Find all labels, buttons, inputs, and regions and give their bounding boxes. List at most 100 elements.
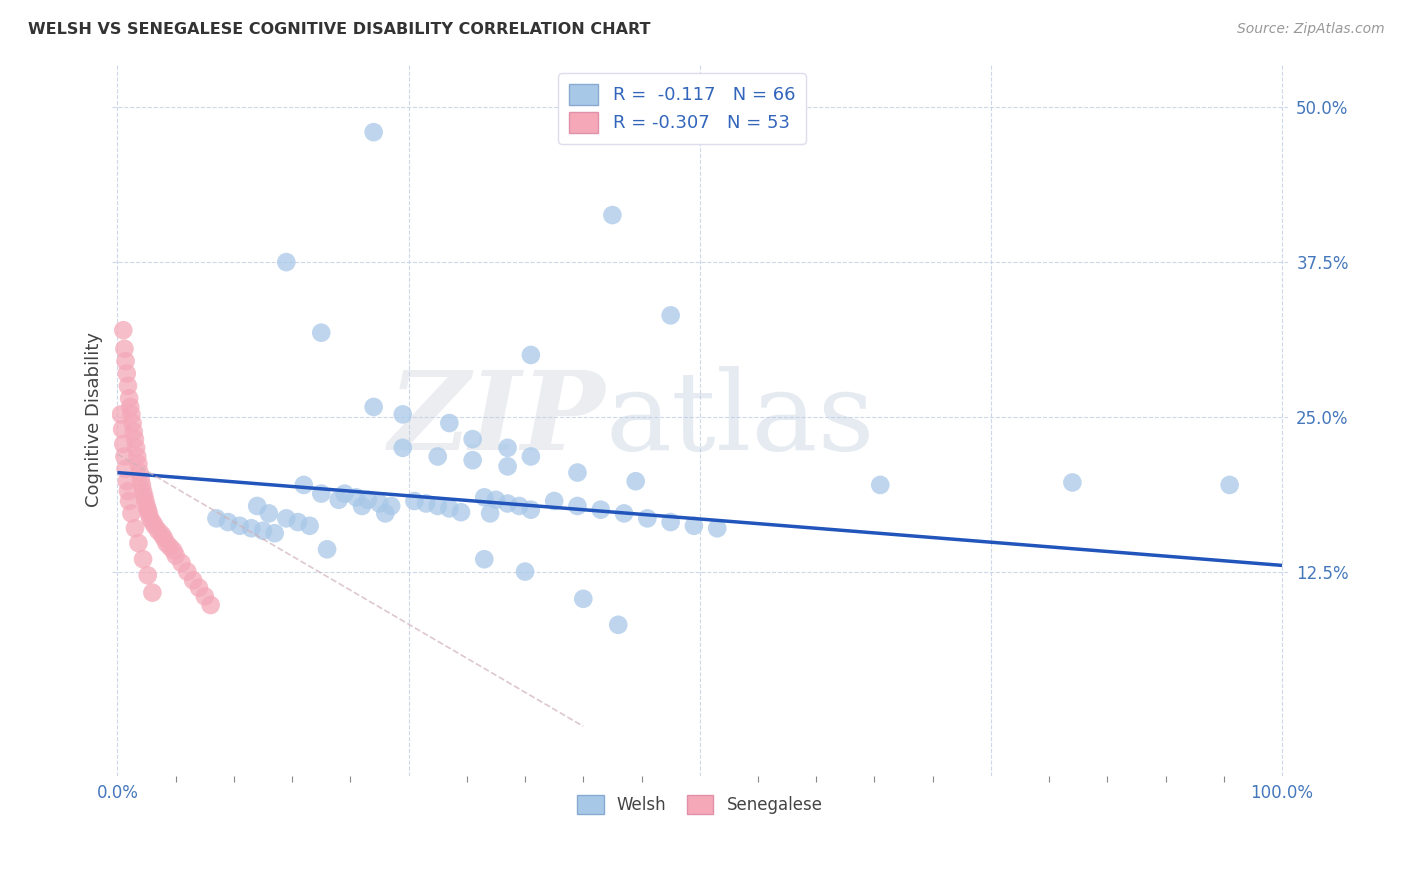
Point: [205, 511, 228, 525]
Point: [114, 450, 136, 464]
Point: [127, 450, 149, 464]
Point: [613, 507, 636, 521]
Point: [624, 474, 647, 488]
Point: [309, 326, 332, 340]
Point: [426, 499, 449, 513]
Point: [143, 518, 166, 533]
Point: [165, 549, 187, 563]
Point: [112, 323, 135, 337]
Point: [276, 511, 298, 525]
Point: [132, 552, 155, 566]
Point: [139, 511, 162, 525]
Point: [138, 507, 160, 521]
Point: [181, 574, 204, 588]
Point: [114, 342, 136, 356]
Point: [127, 536, 149, 550]
Point: [194, 590, 217, 604]
Point: [129, 472, 152, 486]
Point: [114, 354, 136, 368]
Point: [350, 499, 373, 513]
Point: [229, 518, 252, 533]
Point: [659, 515, 682, 529]
Point: [131, 478, 153, 492]
Point: [120, 400, 142, 414]
Point: [162, 543, 184, 558]
Point: [115, 367, 138, 381]
Point: [357, 492, 380, 507]
Y-axis label: Cognitive Disability: Cognitive Disability: [86, 333, 103, 508]
Point: [120, 507, 142, 521]
Point: [128, 466, 150, 480]
Point: [117, 379, 139, 393]
Point: [170, 556, 193, 570]
Point: [292, 478, 315, 492]
Point: [567, 466, 589, 480]
Point: [114, 462, 136, 476]
Point: [328, 492, 350, 507]
Point: [276, 255, 298, 269]
Point: [153, 531, 176, 545]
Point: [155, 536, 177, 550]
Point: [188, 581, 211, 595]
Point: [520, 502, 543, 516]
Point: [124, 432, 146, 446]
Point: [374, 507, 396, 521]
Point: [404, 494, 426, 508]
Point: [636, 511, 658, 525]
Point: [148, 524, 170, 538]
Point: [122, 425, 145, 439]
Point: [508, 499, 530, 513]
Point: [115, 474, 138, 488]
Point: [309, 486, 332, 500]
Point: [567, 499, 589, 513]
Text: ZIP: ZIP: [389, 367, 606, 474]
Point: [125, 441, 148, 455]
Point: [1062, 475, 1084, 490]
Point: [496, 496, 519, 510]
Point: [118, 392, 141, 406]
Point: [472, 552, 495, 566]
Point: [683, 518, 706, 533]
Point: [461, 453, 484, 467]
Point: [150, 527, 173, 541]
Point: [706, 521, 728, 535]
Point: [450, 505, 472, 519]
Legend: Welsh, Senegalese: Welsh, Senegalese: [571, 789, 830, 821]
Point: [363, 125, 385, 139]
Point: [159, 540, 181, 554]
Point: [111, 422, 134, 436]
Point: [134, 494, 156, 508]
Point: [316, 542, 339, 557]
Point: [117, 484, 139, 499]
Point: [124, 521, 146, 535]
Point: [496, 441, 519, 455]
Point: [572, 591, 595, 606]
Point: [659, 309, 682, 323]
Point: [479, 507, 502, 521]
Point: [263, 526, 285, 541]
Point: [1219, 478, 1241, 492]
Point: [380, 499, 402, 513]
Point: [391, 408, 413, 422]
Point: [252, 524, 274, 538]
Point: [602, 208, 624, 222]
Point: [520, 348, 543, 362]
Point: [127, 457, 149, 471]
Point: [344, 491, 367, 505]
Point: [485, 492, 508, 507]
Point: [391, 441, 413, 455]
Point: [118, 494, 141, 508]
Point: [333, 486, 356, 500]
Point: [439, 501, 461, 516]
Point: [135, 499, 157, 513]
Point: [134, 489, 156, 503]
Point: [132, 484, 155, 499]
Point: [426, 450, 449, 464]
Point: [112, 437, 135, 451]
Point: [869, 478, 891, 492]
Point: [217, 515, 239, 529]
Point: [176, 565, 198, 579]
Point: [200, 598, 222, 612]
Point: [121, 416, 143, 430]
Point: [472, 491, 495, 505]
